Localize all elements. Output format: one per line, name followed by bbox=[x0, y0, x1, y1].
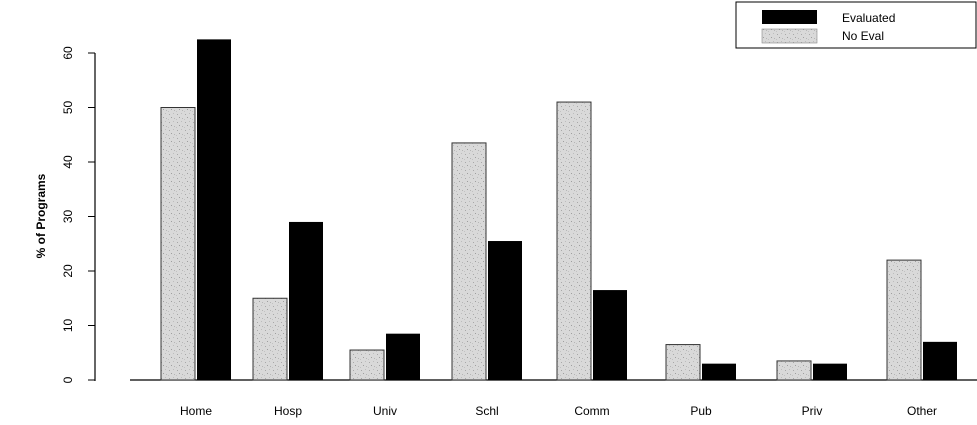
bar-no-eval-schl bbox=[451, 142, 487, 381]
category-labels: Home Hosp Univ Schl Comm Pub Priv Other bbox=[180, 404, 937, 418]
bar-no-eval-other bbox=[886, 259, 922, 381]
bar-no-eval-hosp bbox=[252, 297, 288, 381]
bar-evaluated-priv bbox=[813, 363, 847, 380]
legend-label-no-eval: No Eval bbox=[842, 29, 884, 43]
bar-evaluated-schl bbox=[488, 241, 522, 380]
legend-swatch-no-eval bbox=[761, 28, 818, 44]
y-tick-label: 30 bbox=[61, 210, 75, 224]
y-tick-label: 10 bbox=[61, 319, 75, 333]
bar-evaluated-other bbox=[923, 341, 957, 380]
bar-evaluated-comm bbox=[593, 290, 627, 380]
y-tick-label: 0 bbox=[61, 376, 75, 383]
bar-no-eval-priv bbox=[776, 360, 812, 381]
bar-evaluated-pub bbox=[702, 363, 736, 380]
legend: Evaluated No Eval bbox=[735, 1, 977, 49]
bar-no-eval-comm bbox=[556, 101, 592, 381]
y-tick-label: 50 bbox=[61, 101, 75, 115]
x-category-label: Schl bbox=[475, 404, 498, 418]
legend-swatch-evaluated bbox=[762, 10, 817, 24]
x-category-label: Home bbox=[180, 404, 212, 418]
x-category-label: Hosp bbox=[274, 404, 302, 418]
bar-evaluated-hosp bbox=[289, 221, 323, 380]
y-tick-label: 20 bbox=[61, 264, 75, 278]
bar-evaluated-univ bbox=[386, 333, 420, 380]
legend-label-evaluated: Evaluated bbox=[842, 11, 895, 25]
x-category-label: Pub bbox=[690, 404, 712, 418]
bars-group bbox=[160, 39, 957, 381]
y-tick-label: 40 bbox=[61, 155, 75, 169]
y-ticks: 0 10 20 30 40 50 60 bbox=[61, 46, 95, 383]
bar-no-eval-univ bbox=[349, 349, 385, 381]
x-category-label: Comm bbox=[574, 404, 609, 418]
x-category-label: Other bbox=[907, 404, 937, 418]
x-category-label: Priv bbox=[802, 404, 823, 418]
y-tick-label: 60 bbox=[61, 46, 75, 60]
x-category-label: Univ bbox=[373, 404, 397, 418]
bar-evaluated-home bbox=[197, 39, 231, 380]
bar-no-eval-pub bbox=[665, 344, 701, 381]
y-axis-title: % of Programs bbox=[34, 173, 48, 258]
bar-no-eval-home bbox=[160, 107, 196, 381]
